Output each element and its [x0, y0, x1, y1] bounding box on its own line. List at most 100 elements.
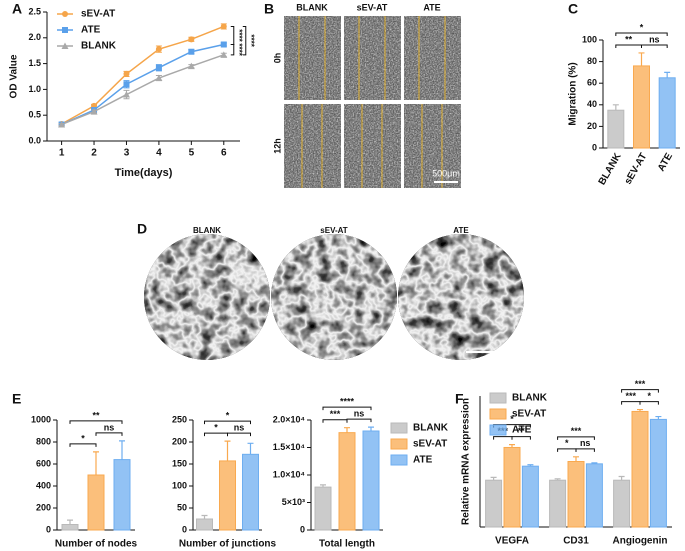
y-tick-label: 100	[582, 34, 597, 44]
significance-label: *	[510, 414, 514, 424]
marker	[122, 91, 130, 98]
y-tick-label: 0	[182, 524, 187, 534]
significance-label: ***	[626, 391, 637, 401]
error-bar	[637, 408, 643, 412]
y-axis-label: Relative mRNA expression	[461, 398, 472, 525]
error-bar	[247, 442, 254, 455]
legend-label: BLANK	[81, 41, 117, 52]
column-label: ATE	[453, 226, 469, 235]
x-tick-label: sEV-AT	[623, 151, 650, 186]
y-tick-label: 0	[592, 142, 597, 152]
significance-label: *	[214, 422, 218, 432]
error-bar	[93, 451, 99, 475]
micrograph	[344, 16, 401, 100]
panel-label: B	[264, 1, 274, 17]
y-tick-label: 2.0×10⁴	[273, 414, 305, 424]
legend-label: sEV-AT	[413, 439, 447, 450]
bar	[362, 430, 380, 531]
bar	[314, 486, 332, 531]
error-bar	[509, 444, 515, 448]
error-bar	[67, 519, 73, 525]
significance-bracket	[621, 401, 641, 405]
significance-label: **	[518, 426, 526, 436]
significance-label: **	[92, 410, 100, 420]
bar	[633, 65, 650, 149]
y-tick-label: 600	[36, 458, 51, 468]
significance-bracket	[95, 432, 123, 436]
significance-label: *	[226, 410, 230, 420]
micrograph	[404, 16, 461, 100]
bar	[649, 418, 667, 528]
x-tick-label: 3	[124, 148, 130, 159]
y-axis-label: Migration (%)	[568, 62, 579, 125]
panel-label: F	[455, 391, 464, 407]
marker	[123, 70, 130, 77]
error-bar	[368, 426, 374, 431]
y-tick-label: 1000	[31, 414, 51, 424]
significance-bracket	[322, 406, 372, 411]
y-tick-label: 80	[587, 56, 597, 66]
y-tick-label: 2.0	[28, 32, 41, 42]
y-tick-label: 200	[36, 502, 51, 512]
significance-label: **	[625, 34, 633, 44]
legend-swatch	[390, 454, 408, 466]
row-label: 0h	[272, 53, 282, 64]
error-bar	[664, 71, 671, 78]
significance-bracket	[615, 44, 642, 48]
series-line	[61, 43, 224, 126]
significance-label: ns	[649, 34, 660, 44]
bar	[338, 432, 356, 531]
y-tick-label: 400	[36, 480, 51, 490]
significance-bracket	[639, 401, 659, 405]
marker	[90, 108, 98, 115]
legend-label: sEV-AT	[81, 9, 115, 20]
row-label: 12h	[272, 138, 282, 154]
scale-label: 500μm	[432, 168, 460, 178]
significance-label: ****	[235, 29, 244, 42]
significance-label: ***	[330, 409, 341, 419]
significance-bracket	[230, 25, 235, 46]
legend-swatch	[489, 392, 507, 404]
micrograph	[404, 104, 461, 188]
bar	[113, 459, 131, 531]
error-bar	[490, 476, 497, 481]
column-label: BLANK	[193, 226, 221, 235]
significance-bracket	[322, 419, 348, 423]
legend-label: ATE	[413, 455, 433, 466]
error-bar	[527, 464, 534, 467]
x-tick-label: 2	[91, 148, 97, 159]
significance-bracket	[346, 418, 372, 423]
x-tick-label: Total length	[319, 539, 375, 550]
y-tick-label: 200	[172, 436, 187, 446]
marker	[155, 74, 163, 82]
bar	[485, 479, 503, 528]
bar	[242, 453, 259, 531]
marker	[187, 62, 195, 70]
bar	[607, 109, 625, 149]
legend-label: BLANK	[512, 393, 548, 404]
x-tick-label: Number of junctions	[179, 539, 277, 550]
marker	[155, 64, 162, 71]
micrograph	[284, 16, 341, 100]
error-bar	[201, 514, 208, 519]
x-tick-label: 4	[156, 148, 162, 159]
significance-label: *	[81, 433, 85, 443]
y-tick-label: 40	[587, 99, 597, 109]
significance-label: ****	[340, 397, 355, 407]
column-label: sEV-AT	[357, 2, 388, 12]
legend-swatch	[489, 408, 507, 420]
significance-label: ns	[104, 422, 115, 432]
x-tick-label: ATE	[656, 151, 675, 173]
significance-bracket	[69, 420, 123, 424]
bar	[503, 446, 521, 528]
x-axis-label: Time(days)	[115, 167, 173, 179]
marker	[123, 81, 130, 88]
y-tick-label: 1.5	[28, 58, 41, 68]
marker	[188, 36, 195, 43]
x-tick-label: 5	[189, 148, 195, 159]
bar	[658, 77, 676, 149]
x-tick-label: BLANK	[597, 151, 624, 187]
significance-bracket	[242, 25, 247, 56]
